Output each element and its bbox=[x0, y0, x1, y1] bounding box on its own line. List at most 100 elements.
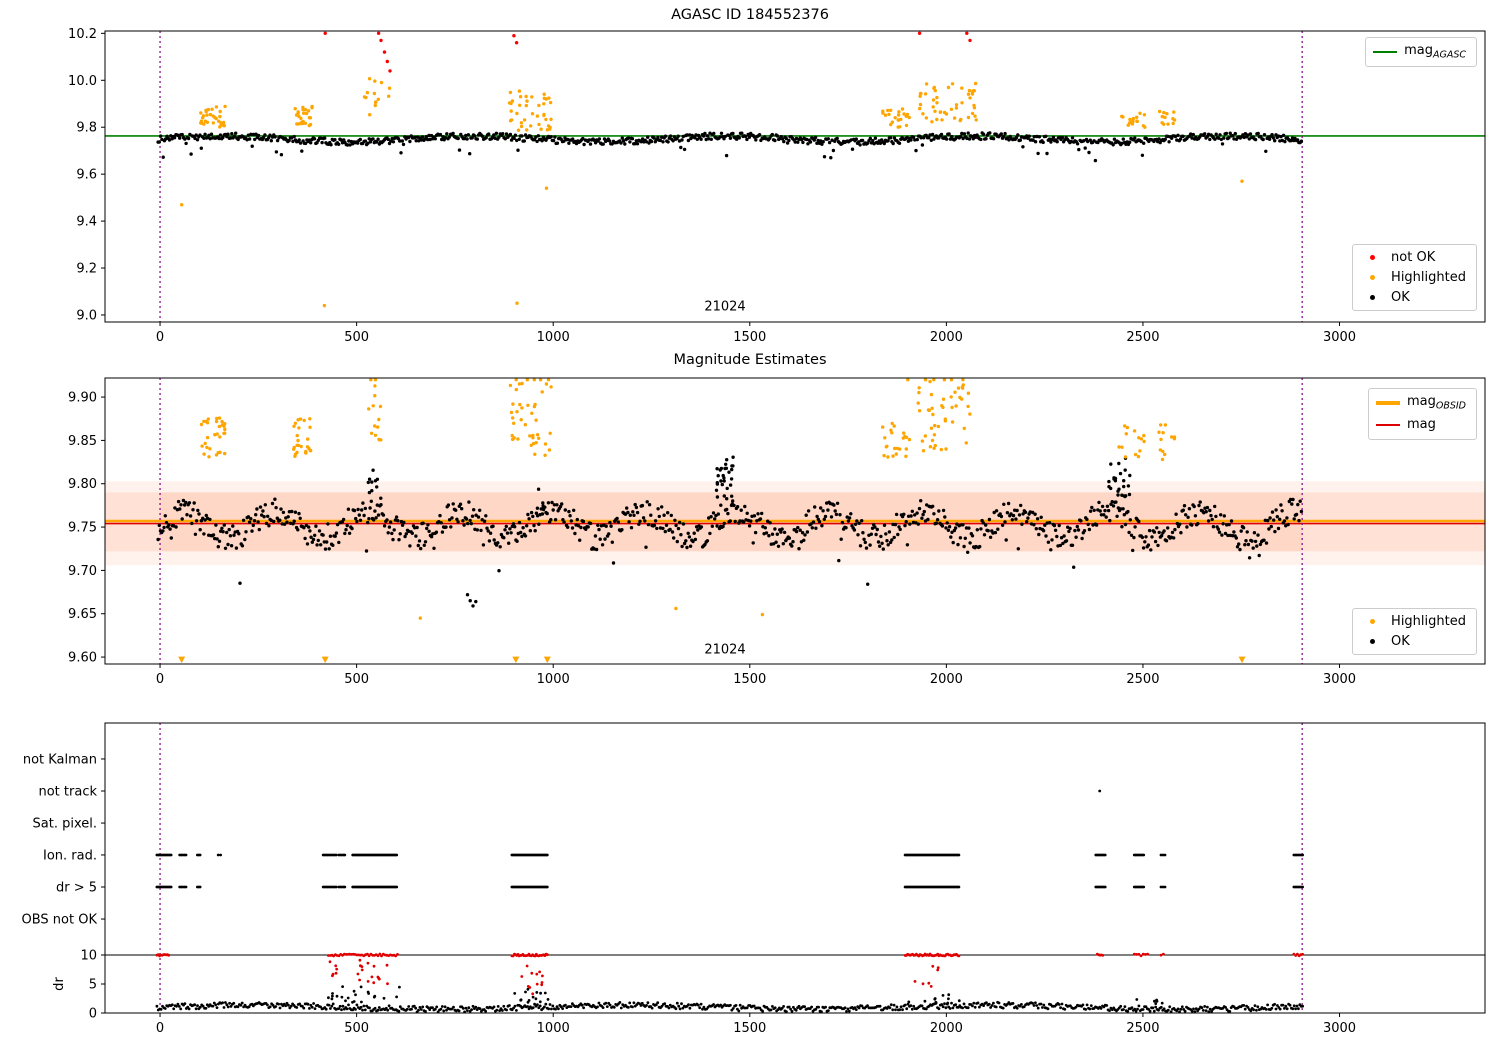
data-point bbox=[302, 418, 306, 423]
data-point bbox=[1208, 137, 1212, 142]
data-point bbox=[562, 139, 566, 143]
data-point bbox=[516, 437, 520, 441]
data-point bbox=[274, 150, 279, 154]
dr-point bbox=[1193, 1010, 1197, 1014]
data-point bbox=[1283, 139, 1287, 144]
data-point bbox=[180, 203, 184, 207]
data-point bbox=[408, 544, 412, 548]
data-point bbox=[1079, 519, 1083, 523]
data-point bbox=[1196, 522, 1200, 526]
dr-point bbox=[847, 1009, 851, 1013]
data-point bbox=[1080, 536, 1084, 541]
dr-point bbox=[1031, 1001, 1034, 1005]
data-point bbox=[180, 517, 184, 521]
dr-point bbox=[1242, 1004, 1246, 1007]
data-point bbox=[686, 531, 690, 535]
data-point bbox=[518, 95, 523, 99]
data-point bbox=[296, 110, 300, 114]
data-point bbox=[950, 420, 955, 424]
data-point bbox=[306, 437, 310, 441]
data-point bbox=[522, 118, 527, 122]
data-point bbox=[964, 526, 969, 530]
data-point bbox=[849, 512, 853, 516]
dr-point bbox=[1228, 1010, 1232, 1013]
data-point bbox=[230, 132, 234, 136]
data-point bbox=[512, 136, 516, 140]
dr-point bbox=[794, 1008, 798, 1012]
dr-point bbox=[354, 993, 357, 997]
dr-point bbox=[1207, 1010, 1211, 1014]
data-point bbox=[1237, 542, 1241, 546]
data-point bbox=[200, 444, 204, 448]
dr-red-point bbox=[535, 972, 539, 976]
data-point bbox=[210, 107, 214, 112]
data-point bbox=[1155, 526, 1159, 530]
dr-point bbox=[534, 997, 538, 1001]
data-point bbox=[1073, 528, 1077, 533]
data-point bbox=[1156, 543, 1160, 548]
dr-point bbox=[1200, 1006, 1204, 1010]
data-point bbox=[965, 136, 969, 141]
dr-point bbox=[1148, 1009, 1152, 1013]
dr-point bbox=[1252, 1008, 1255, 1012]
y-tick-label: 9.65 bbox=[68, 607, 97, 622]
data-point bbox=[376, 425, 380, 429]
dr-point bbox=[359, 985, 363, 989]
dr-point bbox=[354, 1008, 357, 1011]
data-point bbox=[389, 139, 393, 143]
data-point bbox=[551, 138, 556, 143]
data-point bbox=[885, 539, 889, 543]
dr-point bbox=[531, 1006, 535, 1010]
data-point bbox=[217, 424, 222, 429]
data-point bbox=[249, 517, 253, 521]
dr-point bbox=[1089, 1004, 1093, 1007]
data-point bbox=[752, 135, 757, 139]
data-point bbox=[932, 433, 937, 437]
dr-red-point bbox=[1159, 953, 1163, 957]
data-point bbox=[1270, 133, 1274, 137]
data-point bbox=[641, 516, 646, 520]
dr-red-point bbox=[334, 964, 338, 968]
data-point bbox=[250, 529, 254, 533]
data-point bbox=[1255, 544, 1259, 548]
data-point bbox=[549, 518, 553, 522]
data-point bbox=[1172, 536, 1176, 540]
data-point bbox=[516, 128, 521, 132]
data-point bbox=[829, 156, 833, 160]
data-point bbox=[396, 519, 400, 523]
data-point bbox=[1031, 510, 1035, 515]
data-point bbox=[202, 452, 206, 456]
data-point bbox=[178, 136, 182, 140]
data-point bbox=[958, 134, 963, 139]
data-point bbox=[234, 131, 238, 135]
data-point bbox=[207, 133, 211, 137]
dr-point bbox=[702, 1005, 706, 1009]
data-point bbox=[511, 402, 515, 406]
data-point bbox=[426, 137, 430, 142]
data-point bbox=[1117, 445, 1121, 449]
data-point bbox=[567, 141, 571, 145]
dr-point bbox=[1249, 1009, 1253, 1013]
data-point bbox=[724, 462, 728, 466]
data-point bbox=[1088, 138, 1093, 142]
data-point bbox=[1052, 523, 1057, 528]
dr-point bbox=[442, 1009, 446, 1013]
data-point bbox=[523, 423, 527, 427]
data-point bbox=[366, 480, 370, 485]
data-point bbox=[172, 136, 177, 140]
dr-point bbox=[1135, 998, 1139, 1001]
data-point bbox=[475, 528, 479, 532]
dr-point bbox=[1253, 1004, 1257, 1007]
dr-point bbox=[950, 1001, 953, 1005]
data-point bbox=[922, 509, 926, 514]
data-point bbox=[549, 385, 553, 389]
data-point bbox=[787, 536, 792, 540]
dr-point bbox=[1278, 1007, 1282, 1011]
data-point bbox=[737, 136, 741, 140]
data-point bbox=[465, 137, 469, 141]
dr-point bbox=[274, 1005, 278, 1008]
data-point bbox=[211, 121, 215, 125]
data-point bbox=[971, 137, 975, 141]
data-point bbox=[604, 524, 608, 528]
legend-swatch-wrap bbox=[1375, 424, 1401, 427]
